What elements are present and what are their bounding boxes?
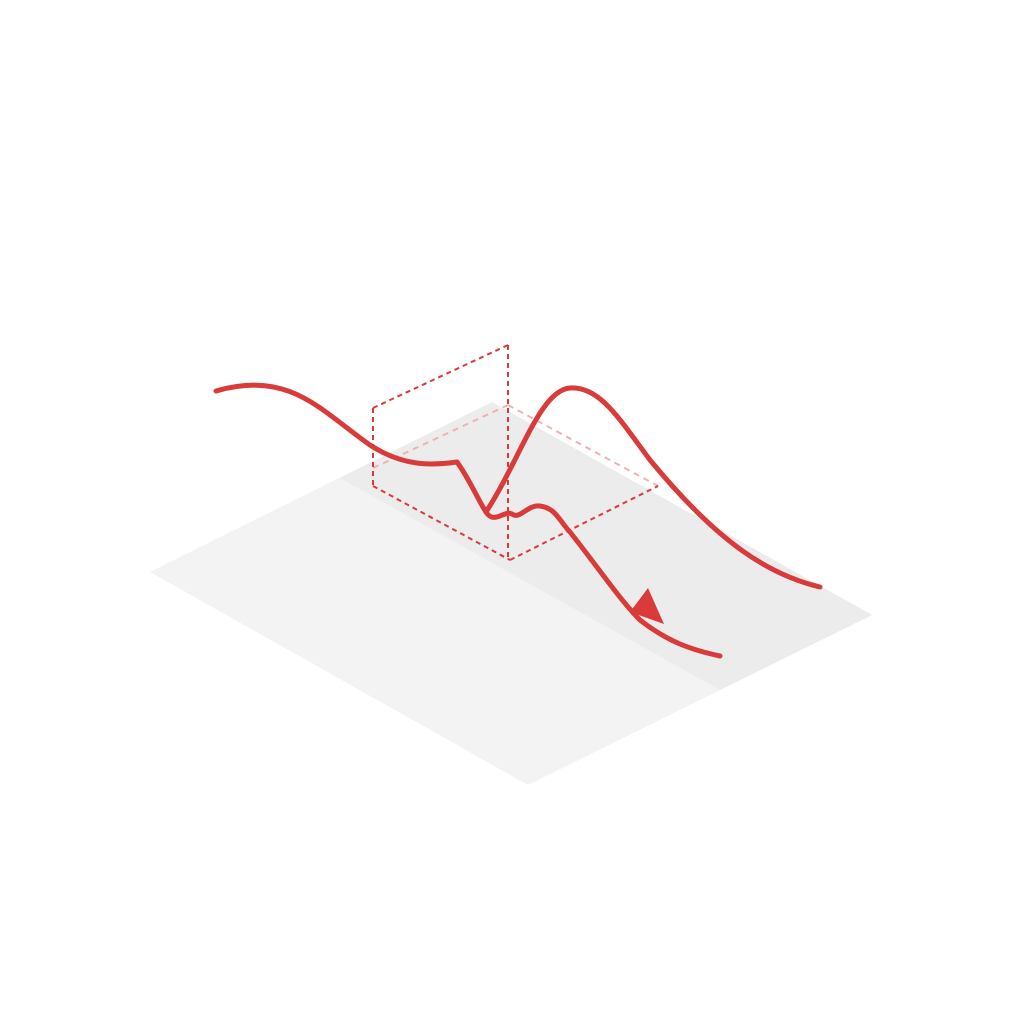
trajectory-curve-wiggle <box>483 503 723 659</box>
box-bottom-front-edge <box>372 485 511 561</box>
trajectory-curve-start <box>213 382 489 515</box>
plane-shade-face <box>340 402 872 690</box>
trajectory-curve-peak <box>483 385 823 590</box>
box-top-edge <box>372 344 509 409</box>
plane-top-face <box>150 402 872 785</box>
box-bottom-right-edge <box>509 485 659 561</box>
arrowhead-icon <box>630 588 664 624</box>
